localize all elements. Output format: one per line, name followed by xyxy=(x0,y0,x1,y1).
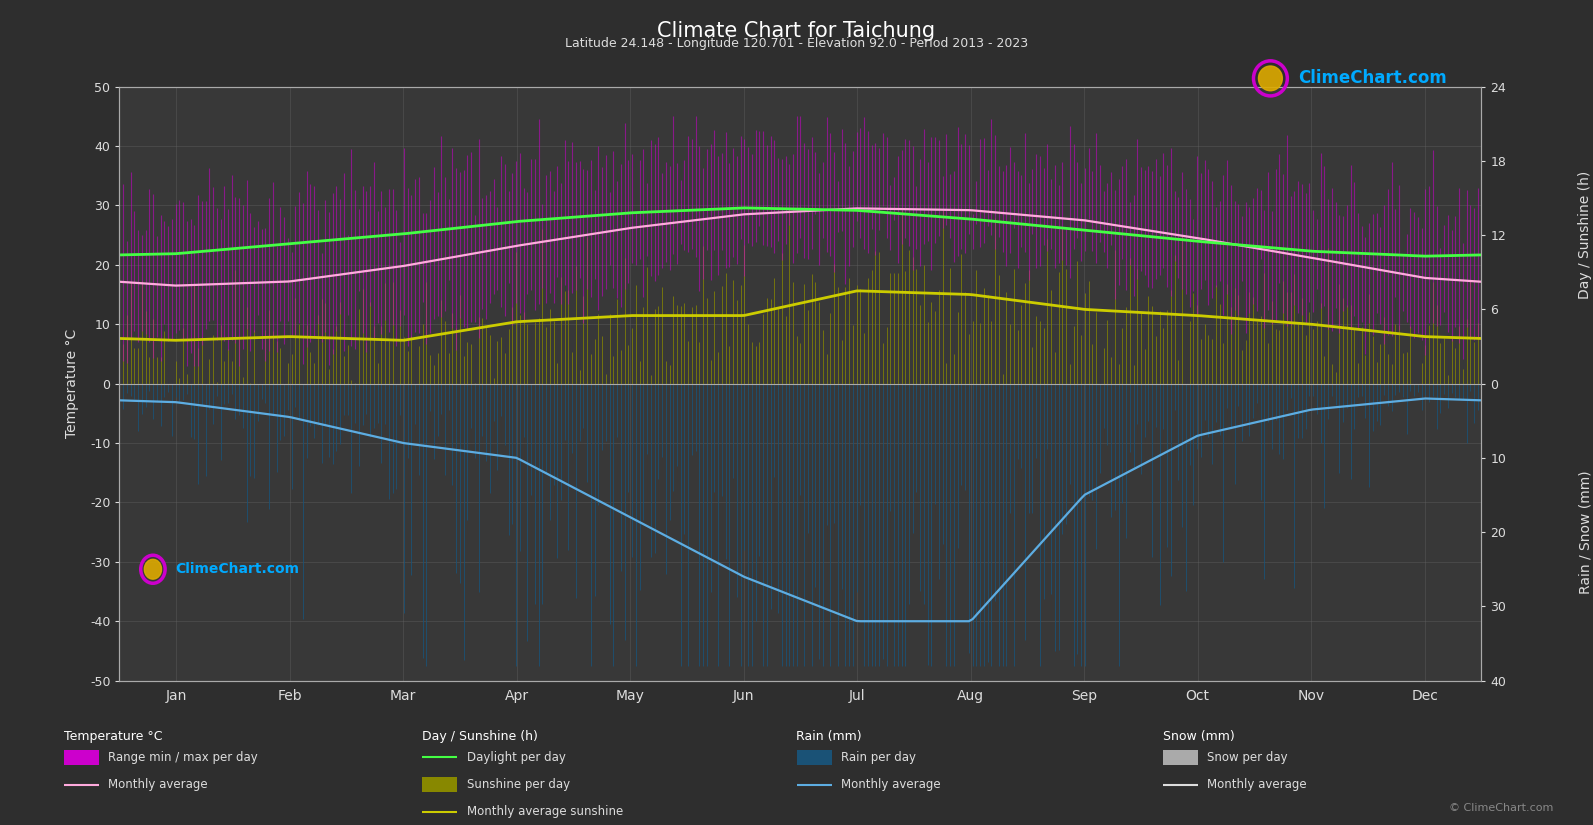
Text: Monthly average: Monthly average xyxy=(841,778,941,791)
Text: Daylight per day: Daylight per day xyxy=(467,751,566,764)
Text: ClimeChart.com: ClimeChart.com xyxy=(1298,69,1446,87)
Text: Day / Sunshine (h): Day / Sunshine (h) xyxy=(1579,171,1591,299)
Text: Snow (mm): Snow (mm) xyxy=(1163,730,1235,743)
Text: Rain (mm): Rain (mm) xyxy=(796,730,862,743)
Wedge shape xyxy=(1258,66,1282,91)
Text: Climate Chart for Taichung: Climate Chart for Taichung xyxy=(658,21,935,40)
Text: Temperature °C: Temperature °C xyxy=(64,730,162,743)
Text: Day / Sunshine (h): Day / Sunshine (h) xyxy=(422,730,538,743)
Text: Latitude 24.148 - Longitude 120.701 - Elevation 92.0 - Period 2013 - 2023: Latitude 24.148 - Longitude 120.701 - El… xyxy=(566,37,1027,50)
Text: ClimeChart.com: ClimeChart.com xyxy=(175,563,299,576)
Text: Rain per day: Rain per day xyxy=(841,751,916,764)
Text: Monthly average: Monthly average xyxy=(1207,778,1308,791)
Y-axis label: Temperature °C: Temperature °C xyxy=(65,329,78,438)
Text: © ClimeChart.com: © ClimeChart.com xyxy=(1448,803,1553,813)
Text: Snow per day: Snow per day xyxy=(1207,751,1289,764)
Text: Monthly average sunshine: Monthly average sunshine xyxy=(467,805,623,818)
Text: Rain / Snow (mm): Rain / Snow (mm) xyxy=(1579,470,1591,594)
Wedge shape xyxy=(145,559,161,579)
Text: Sunshine per day: Sunshine per day xyxy=(467,778,570,791)
Text: Monthly average: Monthly average xyxy=(108,778,209,791)
Text: Range min / max per day: Range min / max per day xyxy=(108,751,258,764)
